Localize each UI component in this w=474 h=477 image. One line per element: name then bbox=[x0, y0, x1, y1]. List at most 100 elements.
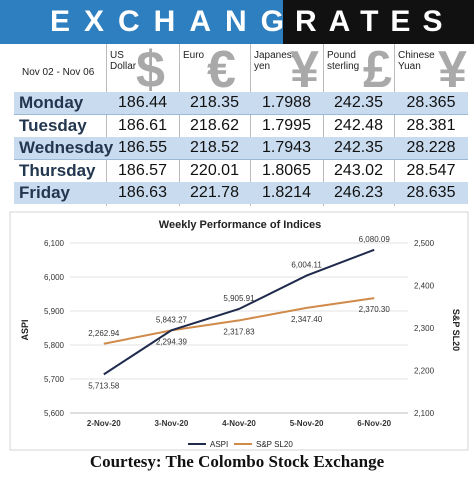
right-tick-label: 2,400 bbox=[414, 282, 435, 291]
indices-line-chart: Weekly Performance of Indices 5,600 5,700… bbox=[9, 211, 469, 451]
left-tick-label: 6,100 bbox=[44, 239, 65, 248]
rate-cell: 186.55 bbox=[118, 139, 167, 156]
right-axis-label: S&P SL20 bbox=[451, 309, 461, 351]
day-label: Thursday bbox=[19, 161, 96, 180]
currency-name: Euro bbox=[183, 50, 205, 61]
legend-label-sp-sl20: S&P SL20 bbox=[256, 440, 293, 449]
rate-cell: 221.78 bbox=[190, 184, 239, 201]
exchange-rate-table: Nov 02 - Nov 06 US Dollar $ Euro € Japane… bbox=[14, 41, 468, 206]
gridlines bbox=[70, 242, 408, 414]
data-label-aspi: 6,080.09 bbox=[359, 235, 391, 244]
rate-cell: 28.635 bbox=[406, 184, 456, 201]
table-row: Wednesday 186.55 218.52 1.7943 242.35 28… bbox=[14, 137, 468, 159]
right-tick-label: 2,300 bbox=[414, 324, 435, 333]
rate-cell: 186.44 bbox=[118, 94, 167, 111]
day-label: Tuesday bbox=[19, 116, 87, 135]
rate-cell: 1.7943 bbox=[262, 139, 311, 156]
chart-frame bbox=[9, 211, 469, 451]
rate-cell: 1.7995 bbox=[262, 117, 311, 134]
rate-cell: 218.62 bbox=[190, 117, 239, 134]
date-range: Nov 02 - Nov 06 bbox=[22, 67, 95, 78]
banner-exchange: EXCHANGE bbox=[0, 0, 318, 44]
data-label-sp-sl20: 2,370.30 bbox=[359, 305, 391, 314]
header-euro: Euro € bbox=[179, 41, 250, 99]
rate-cell: 28.381 bbox=[406, 117, 456, 134]
data-label-sp-sl20: 2,347.40 bbox=[291, 315, 323, 324]
left-axis-ticks: 5,600 5,700 5,800 5,900 6,000 6,100 bbox=[44, 239, 65, 418]
header-chinese-yuan: Chinese Yuan ¥ bbox=[394, 41, 468, 99]
rate-cell: 28.365 bbox=[406, 94, 456, 111]
day-label: Friday bbox=[19, 183, 71, 202]
rate-cell: 28.228 bbox=[406, 139, 456, 156]
table-row: Thursday 186.57 220.01 1.8065 243.02 28.… bbox=[14, 159, 468, 182]
rate-cell: 243.02 bbox=[334, 162, 383, 179]
legend-label-aspi: ASPI bbox=[210, 440, 228, 449]
rate-cell: 1.7988 bbox=[262, 94, 311, 111]
x-tick-label: 4-Nov-20 bbox=[222, 419, 256, 428]
banner: EXCHANGE RATES bbox=[0, 0, 474, 44]
data-label-sp-sl20: 2,317.83 bbox=[223, 327, 255, 336]
rate-cell: 242.48 bbox=[334, 117, 383, 134]
yen-symbol-icon: ¥ bbox=[290, 41, 319, 99]
column-divider bbox=[106, 44, 107, 206]
right-tick-label: 2,200 bbox=[414, 367, 435, 376]
series-line-aspi bbox=[103, 248, 375, 376]
header-pound-sterling: Pound sterling £ bbox=[323, 41, 394, 99]
legend: ASPI S&P SL20 bbox=[188, 440, 293, 449]
courtesy-caption: Courtesy: The Colombo Stock Exchange bbox=[89, 452, 385, 471]
dollar-symbol-icon: $ bbox=[136, 41, 165, 99]
header-us-dollar: US Dollar $ bbox=[106, 41, 179, 99]
rate-cell: 218.35 bbox=[190, 94, 239, 111]
chart-title: Weekly Performance of Indices bbox=[159, 219, 321, 231]
column-divider bbox=[179, 44, 180, 206]
right-axis-ticks: 2,100 2,200 2,300 2,400 2,500 bbox=[414, 239, 435, 418]
rate-cell: 1.8214 bbox=[262, 184, 311, 201]
pound-symbol-icon: £ bbox=[363, 41, 392, 99]
day-label: Monday bbox=[19, 93, 84, 112]
x-tick-label: 6-Nov-20 bbox=[357, 419, 391, 428]
banner-rates: RATES bbox=[283, 0, 474, 44]
column-divider bbox=[394, 44, 395, 206]
left-tick-label: 5,800 bbox=[44, 341, 65, 350]
x-tick-label: 5-Nov-20 bbox=[290, 419, 324, 428]
data-label-aspi: 5,713.58 bbox=[88, 381, 120, 390]
data-label-aspi: 5,843.27 bbox=[156, 315, 188, 324]
table-row: Friday 186.63 221.78 1.8214 246.23 28.63… bbox=[14, 182, 468, 204]
left-tick-label: 5,700 bbox=[44, 375, 65, 384]
rate-cell: 186.63 bbox=[118, 184, 167, 201]
rate-cell: 246.23 bbox=[334, 184, 383, 201]
left-tick-label: 6,000 bbox=[44, 273, 65, 282]
rate-cell: 1.8065 bbox=[262, 162, 311, 179]
rate-cell: 218.52 bbox=[190, 139, 239, 156]
currency-name: Japanese yen bbox=[254, 50, 298, 72]
header-japanese-yen: Japanese yen ¥ bbox=[250, 41, 323, 99]
column-divider bbox=[323, 44, 324, 206]
x-axis-ticks: 2-Nov-20 3-Nov-20 4-Nov-20 5-Nov-20 6-Nov-20 bbox=[87, 419, 392, 428]
column-divider bbox=[250, 44, 251, 206]
rate-cell: 242.35 bbox=[334, 139, 383, 156]
rate-cell: 28.547 bbox=[406, 162, 456, 179]
data-label-sp-sl20: 2,262.94 bbox=[88, 329, 120, 338]
data-label-sp-sl20: 2,294.39 bbox=[156, 337, 188, 346]
series-line-sp-sl20 bbox=[103, 297, 375, 345]
table-row: Tuesday 186.61 218.62 1.7995 242.48 28.3… bbox=[14, 114, 468, 137]
yuan-symbol-icon: ¥ bbox=[438, 41, 467, 99]
data-label-aspi: 6,004.11 bbox=[291, 261, 322, 270]
day-label: Wednesday bbox=[19, 138, 114, 157]
x-tick-label: 2-Nov-20 bbox=[87, 419, 121, 428]
rate-cell: 242.35 bbox=[334, 94, 383, 111]
currency-name: Pound sterling bbox=[327, 50, 360, 72]
rate-cell: 220.01 bbox=[190, 162, 239, 179]
table-row: Monday 186.44 218.35 1.7988 242.35 28.36… bbox=[14, 92, 468, 114]
data-label-aspi: 5,905.91 bbox=[223, 294, 255, 303]
currency-name: US Dollar bbox=[110, 50, 137, 72]
euro-symbol-icon: € bbox=[207, 41, 236, 99]
rate-cell: 186.57 bbox=[118, 162, 167, 179]
right-tick-label: 2,100 bbox=[414, 409, 435, 418]
x-tick-label: 3-Nov-20 bbox=[155, 419, 189, 428]
left-tick-label: 5,600 bbox=[44, 409, 65, 418]
right-tick-label: 2,500 bbox=[414, 239, 435, 248]
left-tick-label: 5,900 bbox=[44, 307, 65, 316]
rate-cell: 186.61 bbox=[118, 117, 167, 134]
left-axis-label: ASPI bbox=[20, 319, 30, 340]
